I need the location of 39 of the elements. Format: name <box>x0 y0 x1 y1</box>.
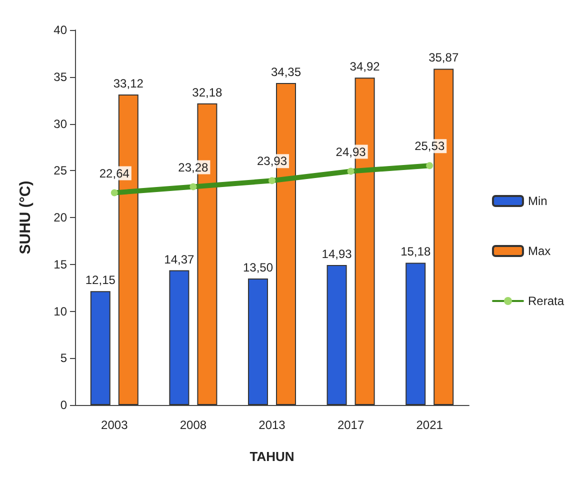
bar <box>169 270 190 405</box>
data-label: 24,93 <box>336 144 366 159</box>
y-axis-title: SUHU (°C) <box>17 180 34 254</box>
data-label: 13,50 <box>242 260 274 274</box>
x-tick-label: 2021 <box>416 418 444 432</box>
x-axis-title: TAHUN <box>250 449 294 464</box>
data-label: 25,53 <box>414 139 445 154</box>
legend-label: Max <box>528 244 551 258</box>
y-tick-label: 40 <box>54 23 68 37</box>
data-label: 33,12 <box>113 76 144 90</box>
y-tick-label: 25 <box>54 164 68 178</box>
data-label: 14,37 <box>164 252 195 266</box>
bar <box>326 265 347 405</box>
data-label: 35,87 <box>428 50 459 65</box>
bar <box>406 262 426 405</box>
x-tick-label: 2003 <box>101 418 128 432</box>
data-label: 23,28 <box>178 160 209 174</box>
x-tick-label: 2008 <box>180 418 207 432</box>
legend-label: Min <box>528 194 548 208</box>
x-tick-label: 2013 <box>258 418 286 432</box>
y-tick-label: 0 <box>60 398 68 412</box>
bar <box>90 291 110 405</box>
data-label: 22,64 <box>99 166 130 180</box>
data-label: 32,18 <box>192 85 223 100</box>
x-tick-label: 2017 <box>337 418 364 432</box>
data-label: 34,35 <box>270 64 302 79</box>
y-tick-label: 35 <box>54 70 68 84</box>
y-tick-label: 10 <box>54 304 68 318</box>
data-label: 15,18 <box>400 244 431 259</box>
data-label: 34,92 <box>350 60 380 74</box>
y-tick-label: 20 <box>54 210 68 224</box>
legend-label: Rerata <box>528 294 564 308</box>
y-tick-label: 15 <box>54 257 68 272</box>
bar <box>248 278 268 405</box>
data-label: 14,93 <box>322 247 352 262</box>
data-label: 23,93 <box>256 154 288 168</box>
data-label: 12,15 <box>85 273 116 288</box>
y-tick-label: 30 <box>54 116 68 131</box>
y-tick-label: 5 <box>60 351 68 366</box>
